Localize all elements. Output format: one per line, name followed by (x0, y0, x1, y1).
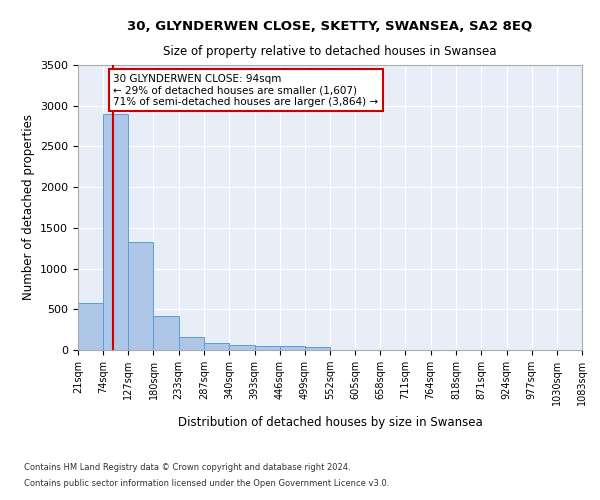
Text: Distribution of detached houses by size in Swansea: Distribution of detached houses by size … (178, 416, 482, 429)
Y-axis label: Number of detached properties: Number of detached properties (22, 114, 35, 300)
Bar (280, 346, 305, 350)
Text: 30, GLYNDERWEN CLOSE, SKETTY, SWANSEA, SA2 8EQ: 30, GLYNDERWEN CLOSE, SKETTY, SWANSEA, S… (127, 20, 533, 33)
Bar (154, 316, 179, 350)
Bar (254, 346, 280, 350)
Bar (78, 303, 103, 350)
Text: Contains public sector information licensed under the Open Government Licence v3: Contains public sector information licen… (24, 478, 389, 488)
Bar (179, 338, 204, 350)
Text: Contains HM Land Registry data © Crown copyright and database right 2024.: Contains HM Land Registry data © Crown c… (24, 464, 350, 472)
Text: 30 GLYNDERWEN CLOSE: 94sqm
← 29% of detached houses are smaller (1,607)
71% of s: 30 GLYNDERWEN CLOSE: 94sqm ← 29% of deta… (113, 74, 379, 107)
Bar (204, 344, 229, 350)
Bar (229, 345, 254, 350)
Bar (128, 242, 154, 350)
Text: Size of property relative to detached houses in Swansea: Size of property relative to detached ho… (163, 45, 497, 58)
Bar (103, 114, 128, 350)
Bar (305, 346, 330, 350)
